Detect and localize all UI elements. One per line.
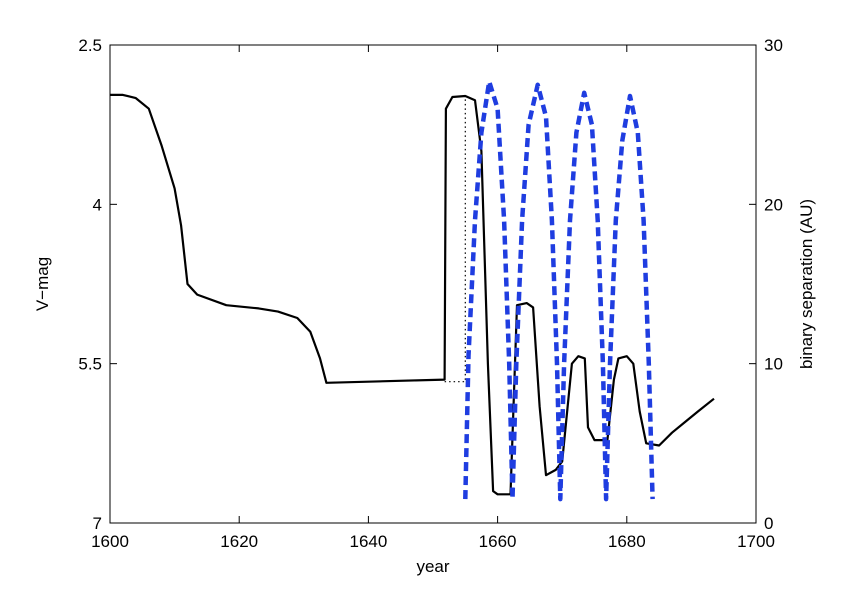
series-dashed-line-2 <box>463 79 655 502</box>
y-left-tick-label-1: 4 <box>93 195 102 214</box>
series-solid-line-0 <box>110 93 715 496</box>
y-left-tick-label-2: 5.5 <box>78 355 102 374</box>
y-right-tick-label-2: 20 <box>764 195 783 214</box>
series-layer <box>110 79 715 502</box>
y-right-tick-label-0: 0 <box>764 514 773 533</box>
x-axis-label: year <box>416 557 449 576</box>
y-axis-right-label: binary separation (AU) <box>797 199 816 369</box>
x-tick-label-1: 1620 <box>220 532 258 551</box>
y-left-tick-label-3: 7 <box>93 514 102 533</box>
x-tick-label-2: 1640 <box>349 532 387 551</box>
y-axis-left-label: V−mag <box>33 257 52 311</box>
x-tick-label-3: 1660 <box>479 532 517 551</box>
plot-area <box>109 44 757 524</box>
axis-ticks: 1600 1620 1640 1660 1680 1700 2.5 4 5.5 7 0 10 20 30 <box>78 36 783 551</box>
x-tick-label-0: 1600 <box>91 532 129 551</box>
x-tick-label-4: 1680 <box>608 532 646 551</box>
y-right-tick-label-3: 30 <box>764 36 783 55</box>
x-tick-label-5: 1700 <box>737 532 775 551</box>
y-right-tick-label-1: 10 <box>764 355 783 374</box>
y-left-tick-label-0: 2.5 <box>78 36 102 55</box>
